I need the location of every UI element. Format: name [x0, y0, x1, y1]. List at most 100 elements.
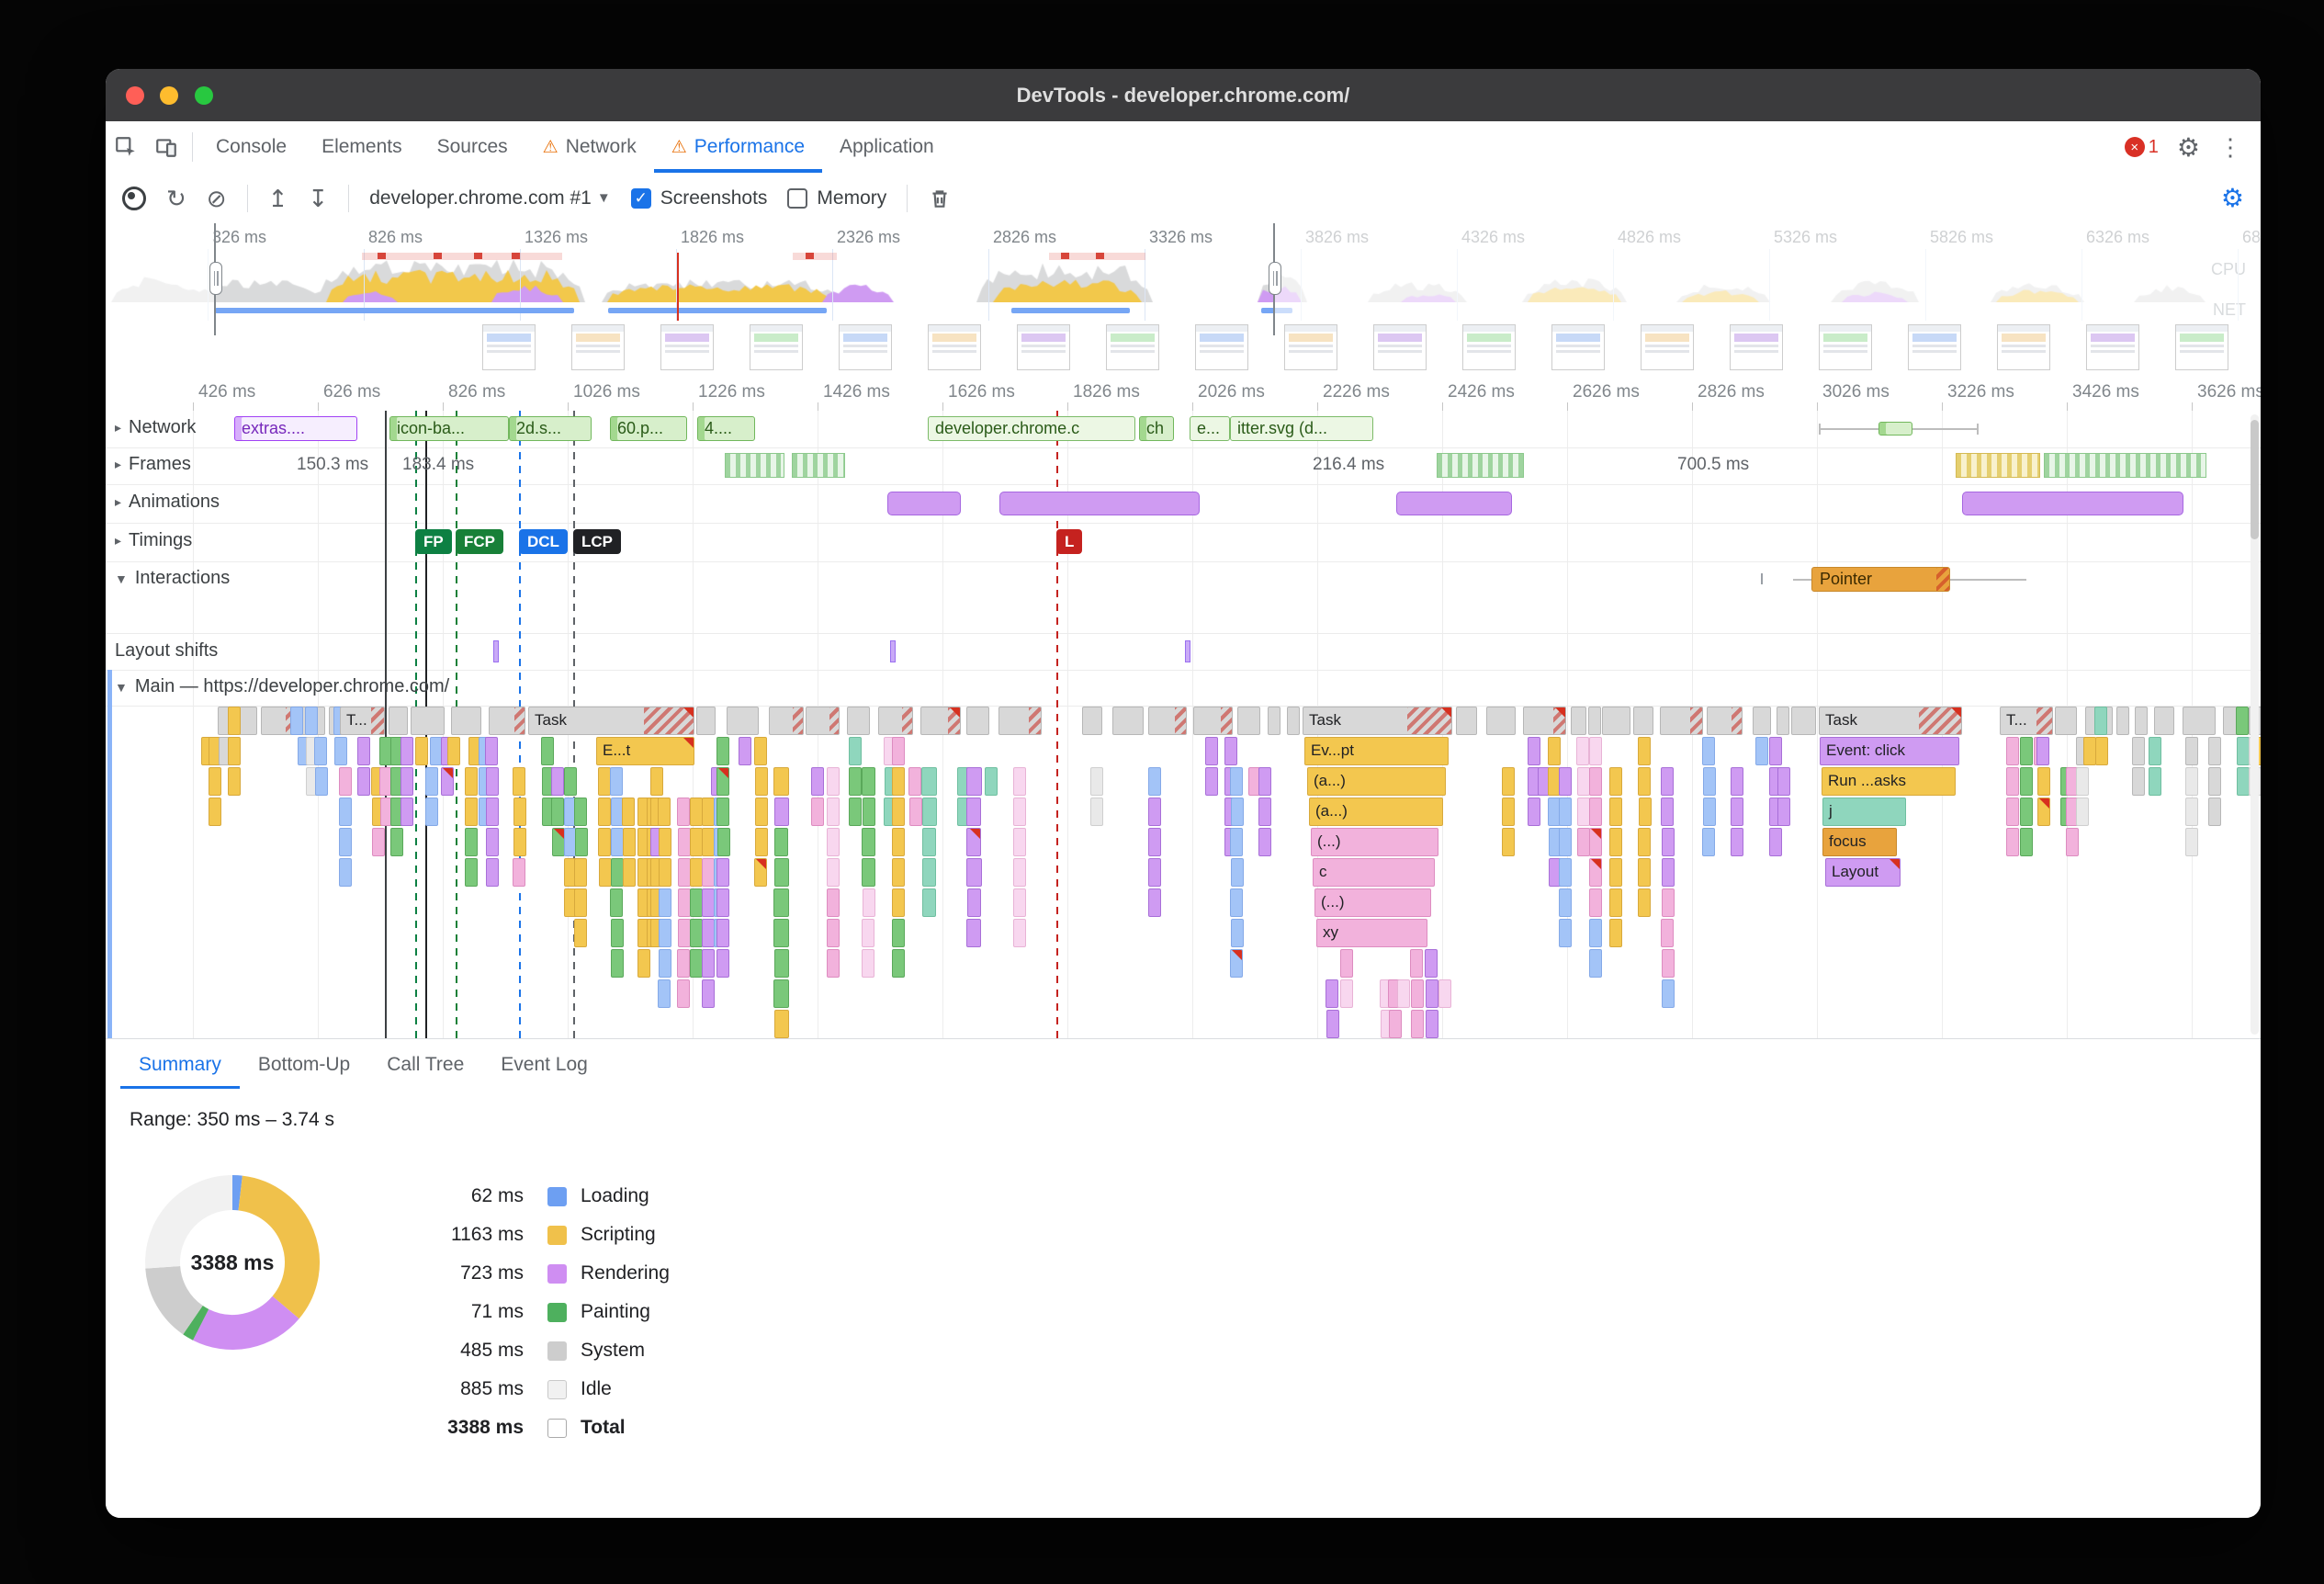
filmstrip-frame[interactable] [1819, 324, 1872, 370]
flame-bar[interactable] [489, 707, 525, 735]
flame-bar[interactable] [513, 858, 525, 887]
flame-bar[interactable] [716, 767, 729, 796]
flame-bar[interactable] [716, 949, 729, 978]
flame-bar[interactable] [678, 888, 691, 917]
flame-bar[interactable] [1258, 767, 1271, 796]
flame-bar[interactable] [659, 949, 671, 978]
flame-bar[interactable] [2208, 737, 2221, 765]
flame-bar[interactable] [1662, 979, 1675, 1008]
filmstrip-frame[interactable] [1730, 324, 1783, 370]
flame-bar[interactable] [1638, 828, 1651, 856]
capture-settings-gear-icon[interactable]: ⚙ [2220, 184, 2244, 212]
flame-bar[interactable] [1702, 828, 1715, 856]
flame-bar[interactable] [1559, 798, 1572, 826]
flame-bar[interactable] [2183, 707, 2216, 735]
flame-bar[interactable] [998, 707, 1042, 735]
flame-bar[interactable] [1577, 828, 1590, 856]
track-label-main[interactable]: ▼ Main — https://developer.chrome.com/ [115, 676, 450, 696]
flame-bar[interactable] [1425, 949, 1438, 978]
flame-event[interactable]: E...t [596, 737, 694, 765]
flame-bar[interactable] [1609, 919, 1622, 947]
flame-bar[interactable] [922, 858, 936, 887]
flame-bar[interactable] [1148, 707, 1187, 735]
flame-bar[interactable] [441, 767, 454, 796]
filmstrip-frame[interactable] [1284, 324, 1337, 370]
flame-bar[interactable] [1389, 1010, 1402, 1038]
flame-event[interactable]: xy [1316, 919, 1427, 947]
flame-bar[interactable] [1230, 888, 1243, 917]
flame-bar[interactable] [623, 858, 636, 887]
flame-bar[interactable] [702, 858, 715, 887]
flame-bar[interactable] [1231, 798, 1244, 826]
flame-bar[interactable] [2037, 767, 2050, 796]
flame-bar[interactable] [1703, 798, 1716, 826]
flame-bar[interactable] [1588, 707, 1601, 735]
flame-bar[interactable] [1326, 1010, 1339, 1038]
flame-bar[interactable] [1411, 979, 1424, 1008]
flame-bar[interactable] [2020, 767, 2033, 796]
filmstrip-frame[interactable] [1641, 324, 1694, 370]
flame-bar[interactable] [465, 858, 478, 887]
flame-bar[interactable] [2036, 737, 2049, 765]
error-count-badge[interactable]: × 1 [2124, 137, 2159, 158]
save-profile-icon[interactable]: ↧ [308, 184, 329, 212]
flame-bar[interactable] [1589, 949, 1602, 978]
flame-bar[interactable] [1589, 828, 1602, 856]
flame-bar[interactable] [1609, 858, 1622, 887]
track-label-interactions[interactable]: ▼ Interactions [115, 568, 231, 588]
flame-bar[interactable] [755, 828, 768, 856]
flame-bar[interactable] [774, 798, 789, 826]
flame-bar[interactable] [541, 737, 554, 765]
flame-bar[interactable] [659, 919, 671, 947]
flame-bar[interactable] [690, 828, 703, 856]
flame-bar[interactable] [228, 767, 241, 796]
filmstrip-frame[interactable] [482, 324, 536, 370]
flame-bar[interactable] [610, 767, 623, 796]
filmstrip-frame[interactable] [1373, 324, 1427, 370]
flame-bar[interactable] [1731, 767, 1743, 796]
bottom-tab-summary[interactable]: Summary [120, 1039, 240, 1090]
flame-bar[interactable] [1633, 707, 1653, 735]
frame-strip[interactable] [2044, 453, 2206, 478]
bottom-tab-event-log[interactable]: Event Log [501, 1053, 588, 1075]
screenshots-checkbox[interactable]: ✓ Screenshots [630, 187, 767, 209]
flame-bar[interactable] [677, 798, 690, 826]
flame-bar[interactable] [702, 798, 715, 826]
flame-bar[interactable] [755, 798, 768, 826]
flame-bar[interactable] [339, 828, 352, 856]
flame-bar[interactable] [2083, 737, 2096, 765]
flame-bar[interactable] [2020, 828, 2033, 856]
settings-gear-icon[interactable]: ⚙ [2176, 132, 2200, 162]
flame-event[interactable]: (...) [1311, 828, 1438, 856]
flame-bar[interactable] [465, 828, 478, 856]
timing-badge-dcl[interactable]: DCL [519, 529, 568, 554]
flame-bar[interactable] [2185, 798, 2198, 826]
collect-garbage-icon[interactable] [928, 187, 952, 210]
flame-bar[interactable] [1703, 767, 1716, 796]
timing-marker-l[interactable]: L [1056, 529, 1083, 554]
flame-bar[interactable] [966, 858, 982, 887]
frame-strip[interactable] [1956, 453, 2040, 478]
flame-bar[interactable] [1340, 949, 1353, 978]
flame-bar[interactable] [400, 737, 413, 765]
flame-bar[interactable] [574, 798, 587, 826]
track-label-frames[interactable]: ▸ Frames [115, 454, 191, 474]
flame-bar[interactable] [702, 828, 715, 856]
flame-bar[interactable] [658, 798, 671, 826]
flame-bar[interactable] [716, 737, 729, 765]
flame-bar[interactable] [637, 949, 650, 978]
flame-bar[interactable] [1502, 828, 1515, 856]
network-request[interactable]: e... [1190, 416, 1230, 441]
animation-bar[interactable] [887, 492, 961, 515]
flame-bar[interactable] [892, 737, 905, 765]
filmstrip-frame[interactable] [1195, 324, 1248, 370]
flame-bar[interactable] [1589, 737, 1602, 765]
flame-event[interactable]: (a...) [1307, 767, 1446, 796]
flame-bar[interactable] [1528, 737, 1540, 765]
flame-bar[interactable] [2006, 737, 2019, 765]
flame-bar[interactable] [773, 888, 789, 917]
flame-bar[interactable] [1559, 888, 1572, 917]
load-profile-icon[interactable]: ↥ [267, 184, 288, 212]
network-request[interactable]: developer.chrome.c [928, 416, 1135, 441]
flame-bar[interactable] [1559, 858, 1572, 887]
